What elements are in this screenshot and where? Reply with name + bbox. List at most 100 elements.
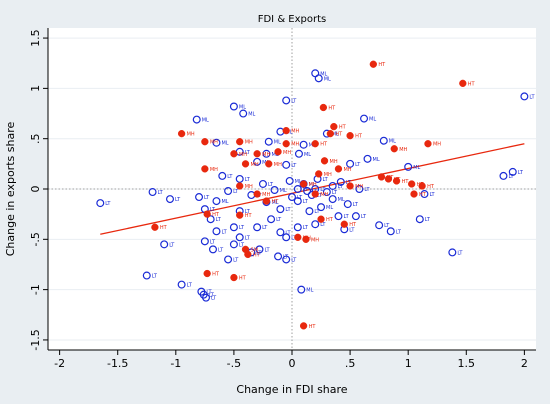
point-label: HT [309, 324, 317, 330]
point-label: LT [218, 247, 224, 253]
filled-data-point [265, 160, 273, 168]
open-data-point [346, 159, 355, 168]
point-label: LT [349, 227, 355, 233]
point-label: ML [304, 152, 311, 158]
filled-data-point [203, 210, 211, 218]
point-label: HT [468, 81, 476, 87]
point-label: LT [245, 235, 251, 241]
open-data-point [379, 136, 388, 145]
point-label: LT [262, 225, 268, 231]
open-data-point [258, 179, 267, 188]
open-data-point [288, 193, 297, 202]
point-label: HT [427, 184, 435, 190]
open-data-point [276, 228, 285, 237]
point-label: LT [425, 217, 431, 223]
filled-data-point [236, 182, 244, 190]
point-label: HT [339, 125, 347, 131]
open-data-point [520, 92, 529, 101]
open-data-point [282, 255, 291, 264]
point-label: HT [160, 225, 168, 231]
point-label: ML [338, 197, 345, 203]
open-data-point [212, 138, 221, 147]
point-label: ML [221, 199, 228, 205]
open-data-point [415, 215, 424, 224]
point-label: HT [326, 217, 334, 223]
point-label: MH [324, 172, 332, 178]
filled-data-point [340, 220, 348, 228]
filled-data-point [410, 190, 418, 198]
point-label: HT [335, 132, 343, 138]
filled-data-point [177, 130, 186, 138]
x-tick-label: -1 [170, 357, 181, 370]
filled-data-point [274, 148, 282, 156]
open-data-point [202, 293, 211, 302]
filled-data-point [302, 235, 310, 243]
point-label: MH [210, 167, 218, 173]
point-label: LT [206, 290, 212, 296]
open-data-point [195, 193, 204, 202]
point-label: LT [221, 229, 227, 235]
point-label: ML [295, 179, 302, 185]
x-tick-label: -.5 [227, 357, 241, 370]
point-label: LT [256, 250, 262, 256]
point-label: MH [311, 237, 319, 243]
open-data-point [282, 233, 291, 242]
open-data-point [200, 237, 209, 246]
point-label: MH [239, 152, 247, 158]
point-label: LT [291, 235, 297, 241]
open-data-point [351, 212, 360, 221]
filled-data-point [418, 182, 426, 190]
filled-data-point [319, 103, 328, 112]
point-label: ML [332, 132, 339, 138]
point-label: LT [245, 209, 251, 215]
filled-data-point [459, 79, 467, 87]
point-label: LT [169, 242, 175, 248]
point-label: LT [314, 209, 320, 215]
point-label: MH [251, 162, 259, 168]
point-label: HT [402, 179, 410, 185]
y-tick-label: -1.5 [29, 329, 42, 350]
open-data-point [282, 96, 291, 105]
filled-data-point [262, 197, 271, 205]
point-label: LT [264, 247, 270, 253]
point-label: LT [204, 195, 210, 201]
open-data-point [363, 154, 372, 163]
point-label: LT [239, 242, 245, 248]
filled-data-point [253, 150, 261, 158]
point-label: LT [429, 192, 435, 198]
point-label: MH [210, 140, 218, 146]
point-label: LT [353, 202, 359, 208]
point-label: LT [227, 174, 233, 180]
point-label: MH [291, 129, 299, 135]
point-label: LT [303, 199, 309, 205]
x-tick-label: -2 [54, 357, 65, 370]
point-label: ML [324, 76, 331, 82]
filled-data-point [369, 60, 377, 68]
open-data-point [334, 212, 343, 221]
open-data-point [499, 171, 508, 180]
open-data-point [328, 181, 337, 190]
open-data-point [224, 255, 233, 264]
open-data-point [404, 162, 413, 171]
point-label: LT [291, 98, 297, 104]
point-label: HT [271, 199, 279, 205]
point-label: LT [361, 214, 367, 220]
point-label: LT [175, 197, 181, 203]
open-data-point [355, 185, 364, 194]
chart-title: FDI & Exports [258, 14, 327, 25]
open-data-point [229, 240, 238, 249]
point-label: MH [262, 192, 270, 198]
point-label: ML [369, 117, 376, 123]
filled-data-point [241, 160, 250, 168]
point-label: LT [396, 229, 402, 235]
point-label: LT [152, 274, 158, 280]
point-label: LT [320, 222, 326, 228]
y-tick-label: 0 [29, 186, 42, 193]
open-data-point [328, 195, 337, 204]
filled-data-point [244, 250, 252, 259]
filled-data-point [330, 122, 338, 131]
point-label: LT [364, 187, 370, 193]
open-data-point [448, 248, 457, 257]
point-label: ML [389, 139, 396, 145]
point-label: MH [291, 142, 299, 148]
